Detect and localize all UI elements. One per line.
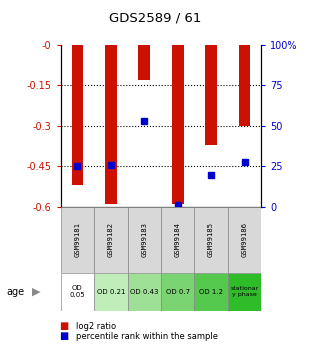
Text: log2 ratio: log2 ratio — [76, 322, 116, 331]
Bar — [161, 207, 194, 273]
Text: ▶: ▶ — [31, 287, 40, 296]
Text: GDS2589 / 61: GDS2589 / 61 — [109, 11, 202, 24]
Bar — [128, 207, 161, 273]
Text: stationar
y phase: stationar y phase — [230, 286, 259, 297]
Bar — [205, 45, 217, 145]
Bar — [94, 207, 128, 273]
Bar — [228, 207, 261, 273]
Bar — [138, 45, 150, 80]
Bar — [161, 273, 194, 310]
Bar — [72, 45, 83, 185]
Bar — [61, 273, 94, 310]
Bar — [94, 273, 128, 310]
Text: GSM99186: GSM99186 — [242, 222, 248, 257]
Text: GSM99181: GSM99181 — [74, 222, 80, 257]
Text: age: age — [6, 287, 24, 296]
Bar — [128, 273, 161, 310]
Text: OD 1.2: OD 1.2 — [199, 288, 223, 295]
Text: GSM99184: GSM99184 — [175, 222, 181, 257]
Bar — [228, 273, 261, 310]
Text: GSM99185: GSM99185 — [208, 222, 214, 257]
Text: OD
0.05: OD 0.05 — [70, 285, 85, 298]
Bar — [194, 273, 228, 310]
Bar — [239, 45, 250, 126]
Text: OD 0.7: OD 0.7 — [165, 288, 190, 295]
Text: GSM99182: GSM99182 — [108, 222, 114, 257]
Text: OD 0.21: OD 0.21 — [96, 288, 125, 295]
Text: ■: ■ — [59, 332, 68, 341]
Text: percentile rank within the sample: percentile rank within the sample — [76, 332, 218, 341]
Text: OD 0.43: OD 0.43 — [130, 288, 159, 295]
Text: ■: ■ — [59, 321, 68, 331]
Bar — [105, 45, 117, 204]
Bar — [61, 207, 94, 273]
Bar — [172, 45, 183, 204]
Bar — [194, 207, 228, 273]
Text: GSM99183: GSM99183 — [141, 222, 147, 257]
